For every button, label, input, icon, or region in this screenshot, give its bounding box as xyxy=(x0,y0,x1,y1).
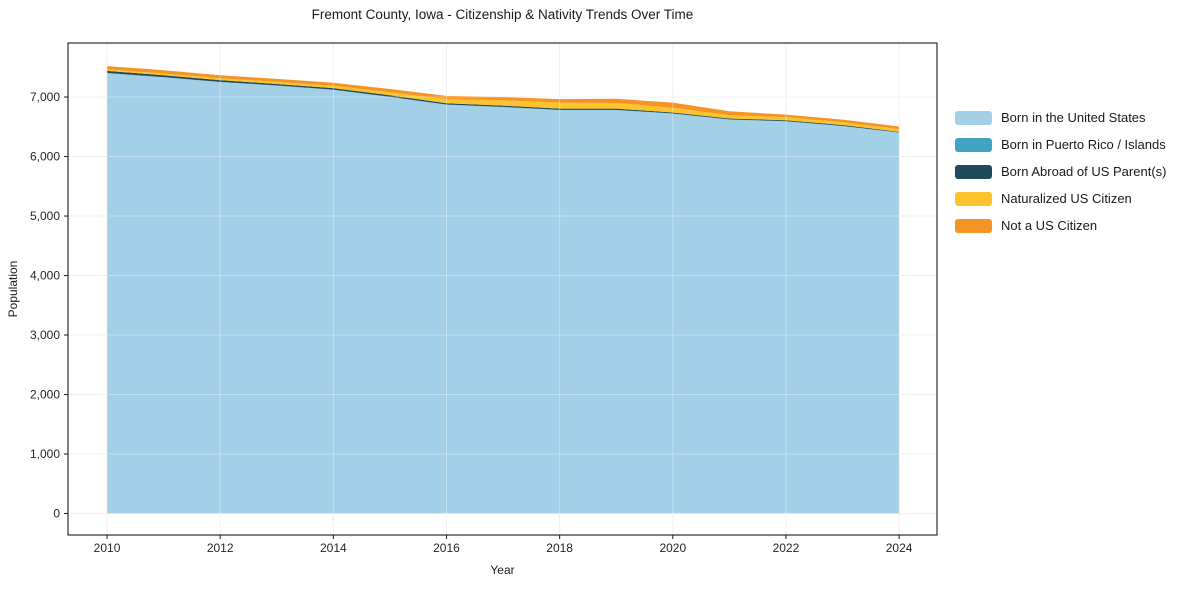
y-tick-label: 3,000 xyxy=(30,328,60,342)
legend-swatch-icon xyxy=(955,191,992,206)
x-tick-label: 2020 xyxy=(659,541,686,555)
legend-item: Born in the United States xyxy=(955,104,1166,131)
y-tick-label: 0 xyxy=(53,507,60,521)
x-axis-title: Year xyxy=(490,563,515,577)
y-tick-label: 4,000 xyxy=(30,269,60,283)
x-tick-label: 2010 xyxy=(94,541,121,555)
legend: Born in the United States Born in Puerto … xyxy=(955,104,1166,239)
x-tick-label: 2024 xyxy=(886,541,913,555)
area-series-3 xyxy=(107,69,900,132)
legend-label: Born Abroad of US Parent(s) xyxy=(1001,164,1167,179)
legend-label: Naturalized US Citizen xyxy=(1001,191,1132,206)
x-tick-label: 2012 xyxy=(207,541,234,555)
y-tick-label: 6,000 xyxy=(30,150,60,164)
legend-swatch-icon xyxy=(955,164,992,179)
y-tick-label: 1,000 xyxy=(30,447,60,461)
y-tick-label: 7,000 xyxy=(30,90,60,104)
legend-label: Not a US Citizen xyxy=(1001,218,1098,233)
area-series-0 xyxy=(107,73,900,514)
x-tick-label: 2014 xyxy=(320,541,347,555)
legend-swatch-icon xyxy=(955,218,992,233)
legend-swatch-icon xyxy=(955,110,992,125)
legend-item: Naturalized US Citizen xyxy=(955,185,1166,212)
legend-item: Born Abroad of US Parent(s) xyxy=(955,158,1166,185)
x-tick-label: 2018 xyxy=(546,541,573,555)
legend-swatch-icon xyxy=(955,137,992,152)
legend-label: Born in the United States xyxy=(1001,110,1146,125)
area-series-2 xyxy=(107,70,900,133)
legend-label: Born in Puerto Rico / Islands xyxy=(1001,137,1166,152)
area-series-4 xyxy=(107,66,900,130)
plot-frame xyxy=(67,42,938,536)
chart-title: Fremont County, Iowa - Citizenship & Nat… xyxy=(311,7,694,22)
x-tick-label: 2016 xyxy=(433,541,460,555)
y-tick-label: 2,000 xyxy=(30,388,60,402)
legend-item: Not a US Citizen xyxy=(955,212,1166,239)
legend-item: Born in Puerto Rico / Islands xyxy=(955,131,1166,158)
x-tick-label: 2022 xyxy=(773,541,800,555)
y-tick-label: 5,000 xyxy=(30,209,60,223)
